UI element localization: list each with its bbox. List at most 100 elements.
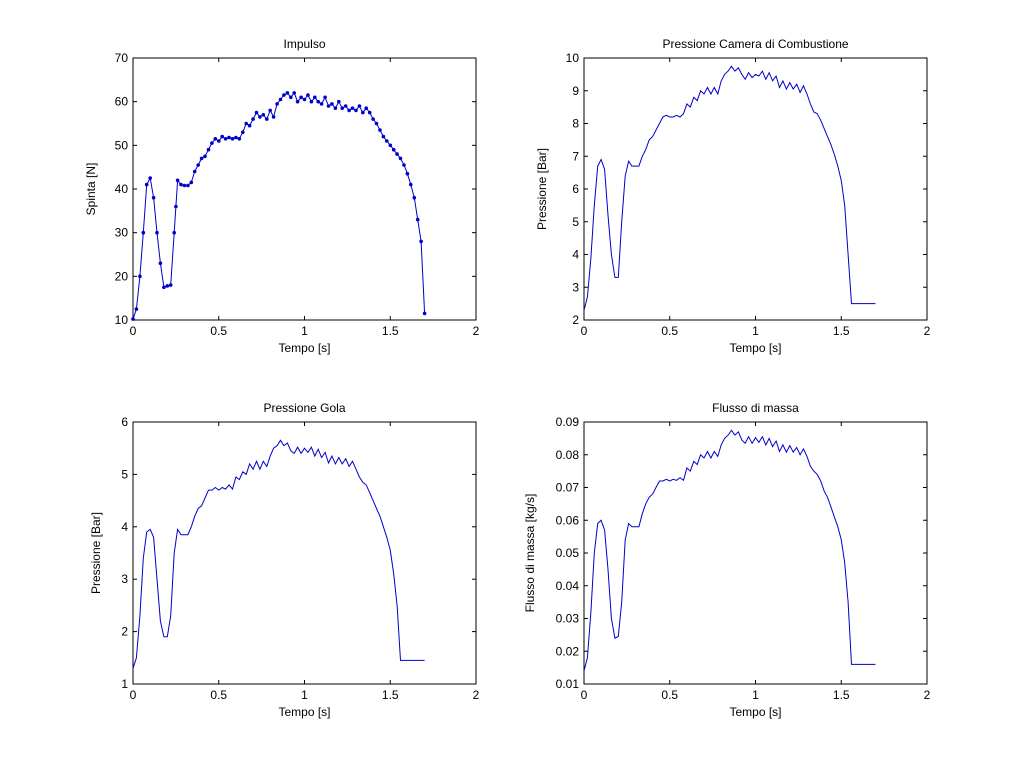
chart-title: Impulso (283, 37, 325, 51)
x-tick-label: 0.5 (661, 324, 678, 338)
plot-frame (132, 421, 477, 685)
y-tick-label: 30 (115, 226, 129, 240)
y-axis-label: Pressione [Bar] (89, 512, 103, 594)
data-point (186, 183, 190, 188)
data-point (409, 182, 413, 187)
series-group (583, 429, 876, 672)
plot-frame (583, 57, 928, 321)
data-point (158, 261, 163, 266)
series-group (131, 91, 427, 321)
y-tick-label: 0.05 (556, 546, 580, 560)
data-point (138, 274, 142, 279)
data-point (374, 121, 379, 126)
data-point (398, 156, 403, 161)
x-tick-label: 0 (130, 688, 137, 702)
y-axis-label: Spinta [N] (84, 163, 98, 216)
y-tick-label: 3 (572, 280, 579, 294)
data-point (144, 182, 149, 187)
data-point (292, 91, 297, 95)
data-point (165, 284, 170, 288)
x-tick-label: 1.5 (382, 688, 399, 702)
data-point (388, 143, 393, 148)
y-tick-label: 7 (572, 149, 579, 163)
x-tick-label: 0 (581, 324, 588, 338)
data-point (199, 156, 204, 161)
x-tick-label: 1 (752, 324, 759, 338)
y-tick-label: 6 (121, 415, 128, 429)
data-point (141, 230, 146, 235)
x-axis-label: Tempo [s] (278, 705, 330, 719)
x-tick-label: 1.5 (382, 324, 399, 338)
y-tick-label: 10 (115, 313, 129, 327)
y-tick-label: 0.08 (556, 448, 580, 462)
x-tick-label: 2 (924, 324, 931, 338)
data-point (247, 123, 252, 128)
y-tick-label: 10 (566, 51, 580, 65)
data-point (306, 93, 310, 97)
x-tick-label: 1 (301, 688, 308, 702)
ticks: 0 0.5 1 1.5 2 1 2 3 4 5 6 (121, 415, 479, 702)
data-point (251, 117, 255, 121)
y-axis-label: Flusso di massa [kg/s] (523, 494, 537, 613)
data-point (275, 102, 279, 106)
data-point (174, 204, 178, 209)
data-point (206, 147, 211, 152)
y-axis-label: Pressione [Bar] (535, 148, 549, 230)
data-point (148, 176, 152, 180)
chart-title: Pressione Camera di Combustione (662, 37, 848, 51)
data-point (285, 91, 290, 95)
x-axis-label: Tempo [s] (278, 341, 330, 355)
data-point (261, 113, 266, 117)
data-point (371, 117, 375, 121)
data-point (391, 147, 396, 152)
data-point (419, 239, 423, 244)
x-tick-label: 0.5 (210, 324, 227, 338)
data-point (295, 99, 300, 104)
data-point (299, 95, 303, 100)
data-point (282, 93, 286, 97)
subplot-pressione-camera: 0 0.5 1 1.5 2 2 3 4 5 6 7 8 9 10 Pressione Camera di … (535, 37, 931, 355)
data-point (192, 169, 197, 174)
data-point (378, 128, 382, 132)
data-point (381, 134, 386, 139)
data-point (223, 137, 228, 141)
data-point (357, 104, 362, 108)
data-point (354, 108, 358, 113)
data-point (134, 307, 139, 311)
plot-frame (583, 421, 928, 685)
series-group (583, 65, 876, 311)
data-point (203, 154, 207, 159)
x-tick-label: 2 (924, 688, 931, 702)
subplot-impulso: 0 0.5 1 1.5 2 10 20 30 40 50 60 70 Impulso Tempo [s… (84, 37, 480, 355)
data-point (415, 217, 420, 222)
data-point (385, 139, 389, 143)
data-point (220, 134, 224, 139)
data-point (343, 104, 348, 108)
x-tick-label: 2 (473, 688, 480, 702)
subplot-flusso-massa: 0 0.5 1 1.5 2 0.01 0.02 0.03 0.04 0.05 0.06 0.07 0.0… (523, 401, 931, 719)
data-point (162, 285, 166, 290)
y-tick-label: 3 (121, 572, 128, 586)
data-point (333, 106, 338, 110)
x-tick-label: 0 (130, 324, 137, 338)
data-point (412, 195, 417, 200)
series-group (132, 439, 425, 669)
data-point (350, 106, 355, 110)
data-point (330, 102, 334, 106)
y-tick-label: 4 (572, 248, 579, 262)
y-tick-label: 40 (115, 182, 129, 196)
y-tick-label: 6 (572, 182, 579, 196)
ticks: 0 0.5 1 1.5 2 10 20 30 40 50 60 70 (115, 51, 480, 338)
x-tick-label: 0 (581, 688, 588, 702)
data-point (210, 141, 214, 145)
data-point (319, 102, 324, 106)
data-point (244, 121, 248, 126)
y-tick-label: 0.02 (556, 644, 580, 658)
data-point (337, 99, 341, 104)
chart-title: Pressione Gola (263, 401, 345, 415)
series-line (132, 439, 425, 669)
y-tick-label: 70 (115, 51, 129, 65)
series-line (583, 65, 876, 311)
data-point (268, 108, 273, 113)
